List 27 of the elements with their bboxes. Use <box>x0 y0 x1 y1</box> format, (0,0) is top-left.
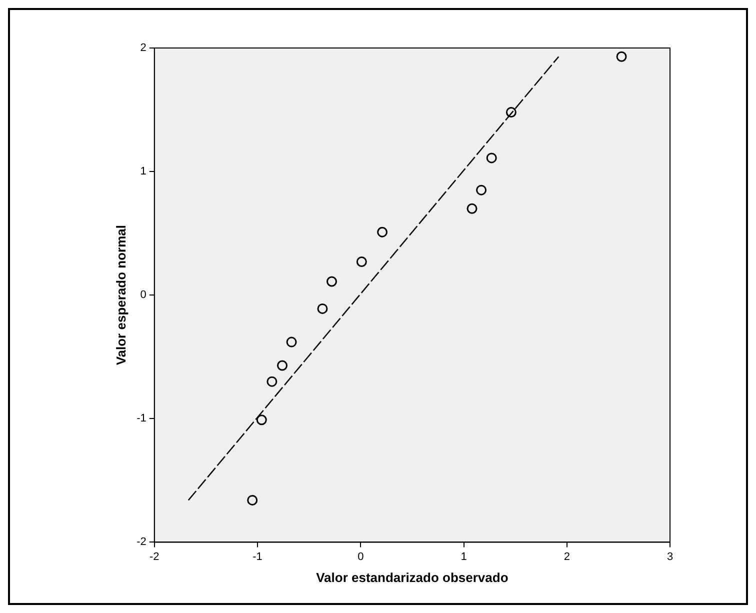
x-tick-label: 1 <box>460 550 467 563</box>
x-tick-label: 2 <box>564 550 570 563</box>
point <box>356 256 367 267</box>
point <box>616 51 627 62</box>
point <box>377 226 388 238</box>
x-tick-label: -2 <box>149 550 160 563</box>
point <box>506 106 516 118</box>
y-tick-label: -2 <box>136 536 146 548</box>
y-tick-label: 2 <box>140 42 146 54</box>
x-tick-label: 3 <box>666 550 674 563</box>
point <box>486 152 497 164</box>
point <box>247 494 258 506</box>
y-tick-label: 1 <box>140 166 146 178</box>
y-tick-label: -1 <box>136 412 146 425</box>
point <box>317 303 328 314</box>
point <box>277 360 288 371</box>
y-axis-title: Valor esperado normal <box>113 225 128 366</box>
x-tick-label: 0 <box>358 550 364 563</box>
point <box>466 203 478 214</box>
point <box>286 336 297 348</box>
point <box>476 184 487 196</box>
point <box>326 276 338 287</box>
point <box>266 376 278 387</box>
x-tick-label: -1 <box>252 550 262 563</box>
x-axis-title: Valor estandarizado observado <box>316 570 508 585</box>
point <box>256 414 267 426</box>
y-tick-label: 0 <box>140 289 146 302</box>
